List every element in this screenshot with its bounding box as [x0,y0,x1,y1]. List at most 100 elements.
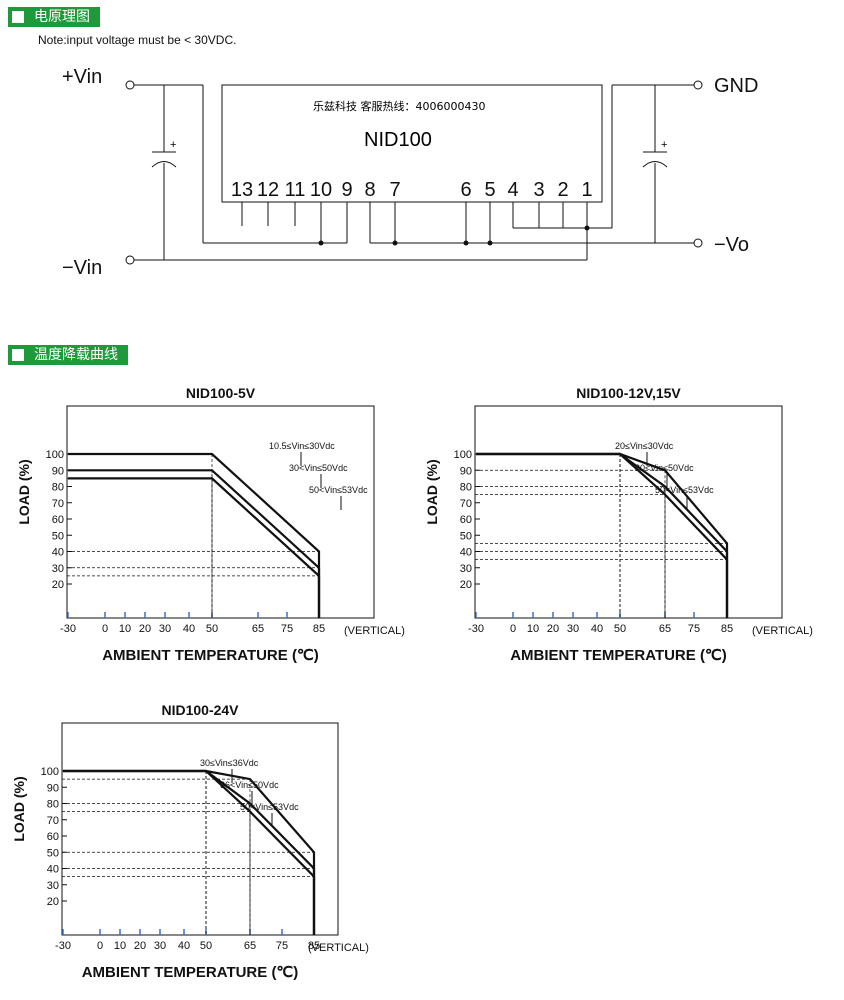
series-label: 30<Vin≤50Vdc [635,463,694,473]
y-tick-label: 100 [46,449,64,461]
y-tick-label: 20 [47,896,59,908]
x-tick-label: 50 [614,623,626,635]
series-label: 20≤Vin≤30Vdc [615,441,674,451]
y-tick-label: 50 [460,530,472,542]
input-voltage-note: Note:input voltage must be < 30VDC. [38,33,237,47]
y-tick-label: 100 [41,766,59,778]
minus-vo-label: −Vo [714,234,749,256]
pin-label-9: 9 [341,179,352,201]
chart-nid100-5v: NID100-5V 20 30 40 50 60 70 80 90 100 -30 0 10 20 30 40… [16,385,405,664]
y-tick-label: 100 [454,449,472,461]
y-axis-title: LOAD (%) [11,776,27,841]
plus-vin-terminal [125,80,135,90]
pin-label-1: 1 [581,179,592,201]
y-axis-title: LOAD (%) [424,459,440,524]
series-label: 30<Vin≤50Vdc [289,463,348,473]
schematic-diagram: +Vin −Vin GND −Vo 乐兹科技 客服热线：4006000430 N… [62,66,758,279]
y-tick-label: 40 [460,547,472,559]
y-tick-label: 30 [52,563,64,575]
y-tick-label: 20 [460,579,472,591]
x-tick-label: 50 [206,623,218,635]
series-label: 50<Vin≤53Vdc [240,802,299,812]
series-label: 10.5≤Vin≤30Vdc [269,441,335,451]
x-tick-label: 10 [114,940,126,952]
y-tick-label: 90 [460,465,472,477]
series-label: 30≤Vin≤36Vdc [200,758,259,768]
series-line-2 [68,469,321,618]
x-tick-label: 0 [510,623,516,635]
y-tick-label: 30 [460,563,472,575]
series-line-2 [476,452,729,618]
chart-title: NID100-12V,15V [576,385,681,401]
pin-label-10: 10 [310,179,332,201]
series-line-3 [63,769,316,935]
x-tick-label: 30 [154,940,166,952]
y-tick-label: 50 [47,847,59,859]
pin-label-6: 6 [460,179,471,201]
x-tick-label: 50 [200,940,212,952]
y-axis-title: LOAD (%) [16,459,32,524]
chart-title: NID100-5V [186,385,256,401]
y-tick-label: 70 [460,498,472,510]
plus-vin-label: +Vin [62,66,102,88]
pin-label-8: 8 [364,179,375,201]
y-tick-label: 60 [52,514,64,526]
x-tick-label: 65 [244,940,256,952]
x-tick-label: 10 [119,623,131,635]
pin-label-13: 13 [231,179,253,201]
y-tick-label: 30 [47,880,59,892]
x-tick-label: 30 [567,623,579,635]
x-tick-label: -30 [468,623,484,635]
pin-label-5: 5 [484,179,495,201]
y-tick-label: 80 [52,482,64,494]
minus-vin-terminal [125,255,135,265]
schematic-section-header: 电原理图 [8,7,100,27]
x-tick-label: 0 [102,623,108,635]
square-icon [12,11,24,23]
pin-label-12: 12 [257,179,279,201]
hotline-text: 乐兹科技 客服热线：4006000430 [313,99,485,113]
series-line-3 [68,477,321,618]
cap-plus-right: + [661,139,667,151]
x-tick-label: -30 [55,940,71,952]
y-tick-label: 80 [47,799,59,811]
x-tick-label: 0 [97,940,103,952]
pin-label-3: 3 [533,179,544,201]
derating-section-header: 温度降载曲线 [8,345,128,365]
vertical-note: (VERTICAL) [308,942,369,954]
schematic-header-label: 电原理图 [34,9,90,25]
y-tick-label: 80 [460,482,472,494]
vertical-note: (VERTICAL) [752,625,813,637]
gnd-label: GND [714,75,758,97]
x-axis-title: AMBIENT TEMPERATURE (℃) [510,647,727,664]
x-tick-label: 75 [688,623,700,635]
y-tick-label: 40 [52,547,64,559]
x-axis-title: AMBIENT TEMPERATURE (℃) [102,647,319,664]
y-tick-label: 60 [460,514,472,526]
chart-nid100-24v: NID100-24V 20 30 40 50 60 70 80 90 100 -30 0 10 20 30 4… [11,702,369,981]
series-label: 50<Vin≤53Vdc [309,485,368,495]
pin-label-2: 2 [557,179,568,201]
x-tick-label: 85 [308,940,320,952]
series-line-1 [476,452,729,618]
x-tick-label: 20 [139,623,151,635]
pin-label-7: 7 [389,179,400,201]
plot-frame [474,405,783,619]
gnd-terminal [693,80,703,90]
model-label: NID100 [364,129,432,151]
y-tick-label: 90 [47,782,59,794]
minus-vo-terminal [693,238,703,248]
series-label: 36<Vin≤50Vdc [220,780,279,790]
y-tick-label: 20 [52,579,64,591]
y-tick-label: 50 [52,530,64,542]
y-tick-label: 40 [47,864,59,876]
y-tick-label: 70 [47,815,59,827]
x-tick-label: 65 [252,623,264,635]
chart-nid100-12v-15v: NID100-12V,15V 20 30 40 50 60 70 80 90 100 -30 0 10 2… [424,385,813,664]
plot-frame [66,405,375,619]
x-tick-label: 75 [281,623,293,635]
x-tick-label: 40 [591,623,603,635]
chart-title: NID100-24V [161,702,239,718]
derating-header-label: 温度降载曲线 [34,347,118,363]
y-tick-label: 90 [52,465,64,477]
